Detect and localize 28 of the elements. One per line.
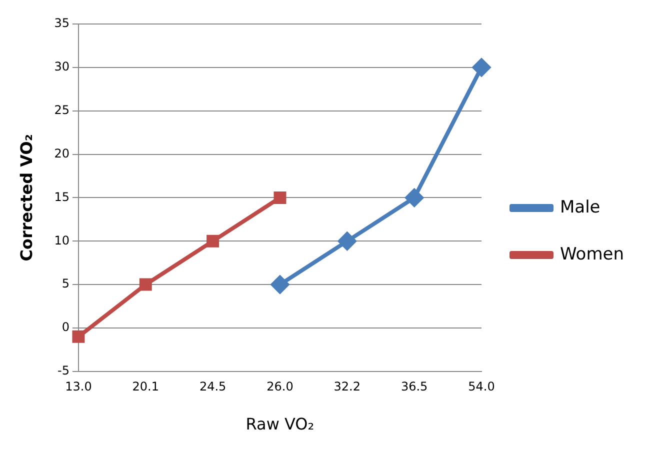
point [206,234,220,248]
y-tick-label: 0 [62,320,70,334]
y-tick-label: 35 [54,16,70,30]
x-tick-label: 24.5 [199,380,226,394]
x-tick-label: 32.2 [334,380,361,394]
y-axis-title: Corrected VO₂ [16,134,36,262]
x-tick-label: 20.1 [132,380,159,394]
y-tick-label: -5 [58,364,70,378]
y-tick-label: 25 [54,102,70,117]
x-tick-label: 54.0 [468,380,495,394]
x-tick-label: 13.0 [65,380,92,394]
point [338,232,356,250]
y-tick-label: 30 [54,60,70,74]
y-tick-label: 10 [54,233,70,248]
point [270,276,289,294]
legend-label: Male [560,197,600,218]
point [72,330,85,343]
point [472,58,490,76]
x-axis-title: Raw VO₂ [246,414,314,434]
point [139,278,152,291]
y-tick-label: 5 [62,276,70,291]
y-tick-label: 15 [54,190,70,204]
legend-label: Women [560,244,624,264]
point [405,188,424,207]
x-tick-label: 26.0 [266,380,294,394]
y-tick-label: 20 [54,146,70,160]
point [274,191,286,204]
x-tick-label: 36.5 [400,380,428,394]
